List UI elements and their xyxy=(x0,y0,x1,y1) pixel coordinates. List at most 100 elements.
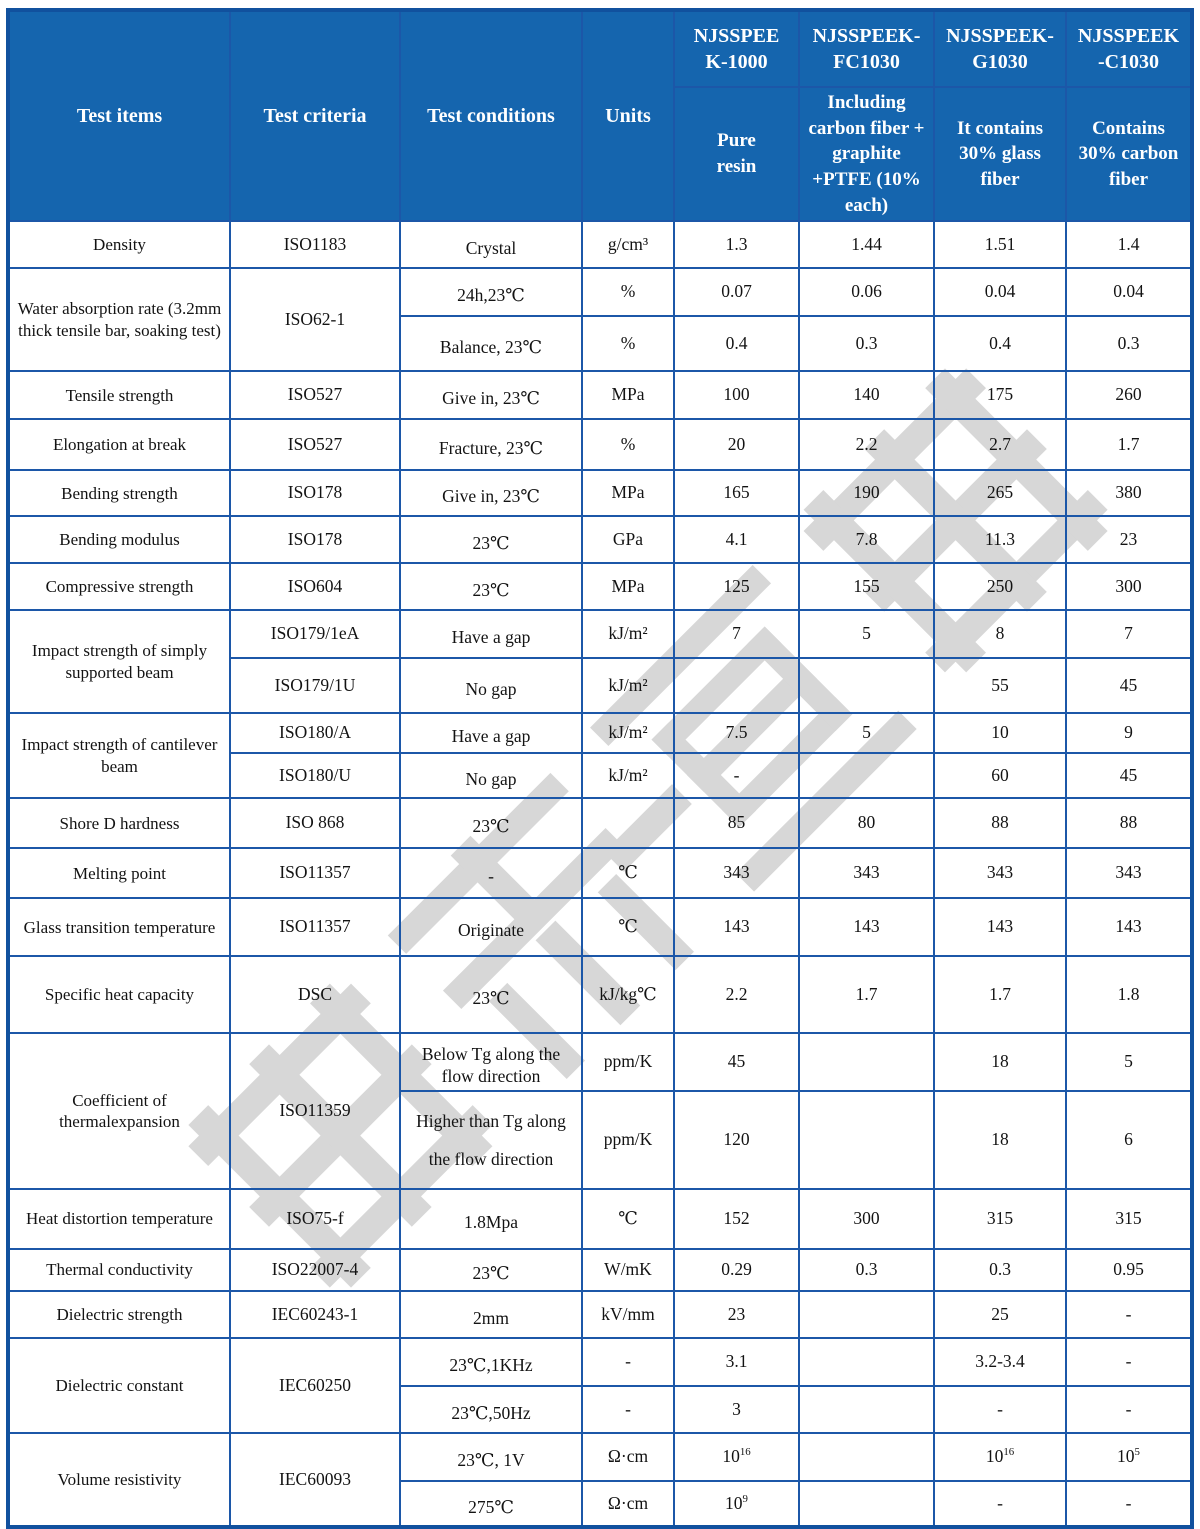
cell-fc1030: 0.3 xyxy=(798,1247,935,1292)
cell-g1030: - xyxy=(933,1384,1067,1434)
table-header: Test items Test criteria Test conditions… xyxy=(7,8,1193,223)
cell-condition: No gap xyxy=(399,657,583,715)
cell-fc1030 xyxy=(798,1336,935,1387)
table-row: Water absorption rate (3.2mm thick tensi… xyxy=(7,267,1193,373)
cell-c1030: - xyxy=(1065,1336,1193,1387)
cell-condition: 23℃ xyxy=(399,955,583,1035)
cell-fc1030: 143 xyxy=(798,897,935,958)
cell-criteria: ISO1183 xyxy=(229,220,401,270)
cell-criteria: ISO11359 xyxy=(229,1032,401,1190)
cell-test-item: Water absorption rate (3.2mm thick tensi… xyxy=(7,267,231,373)
cell-c1030: 300 xyxy=(1065,562,1193,612)
cell-test-item: Bending modulus xyxy=(7,515,231,565)
cell-test-item: Tensile strength xyxy=(7,370,231,421)
cell-g1030: 315 xyxy=(933,1187,1067,1250)
table-row: Specific heat capacity DSC 23℃ kJ/kg℃ 2.2 1.7… xyxy=(7,955,1193,1035)
cell-fc1030 xyxy=(798,1289,935,1339)
cell-g1030: 2.7 xyxy=(933,418,1067,472)
cell-condition: 275℃ xyxy=(399,1479,583,1528)
table-row: Impact strength of cantilever beam ISO180… xyxy=(7,712,1193,800)
cell-test-item: Coefficient of thermalexpansion xyxy=(7,1032,231,1190)
table-row: Shore D hardness ISO 868 23℃ 85 80 88 88 xyxy=(7,797,1193,850)
table-row: Higher than Tg along the flow direction p… xyxy=(8,1089,1193,1190)
header-test-conditions: Test conditions xyxy=(399,8,583,223)
cell-c1030: 343 xyxy=(1065,847,1193,900)
cell-condition: Balance, 23℃ xyxy=(399,315,583,373)
cell-unit: - xyxy=(581,1336,675,1387)
cell-test-item: Compressive strength xyxy=(7,562,231,612)
table-row: 23℃,50Hz -3- - xyxy=(8,1384,1193,1434)
cell-criteria: ISO22007-4 xyxy=(229,1247,401,1292)
cell-fc1030 xyxy=(798,1479,935,1528)
cell-k1000: 3.1 xyxy=(673,1336,800,1387)
cell-test-item: Thermal conductivity xyxy=(7,1247,231,1292)
cell-g1030: 1016 xyxy=(933,1431,1067,1482)
cell-c1030: 1.4 xyxy=(1065,220,1193,270)
cell-unit: % xyxy=(581,315,675,373)
cell-unit: % xyxy=(581,418,675,472)
cell-g1030: 250 xyxy=(933,562,1067,612)
header-desc-k1000: Pure resin xyxy=(673,85,800,223)
cell-unit: ℃ xyxy=(581,1187,675,1250)
cell-condition: Fracture, 23℃ xyxy=(399,418,583,472)
table-row: Heat distortion temperature ISO75-f 1.8Mpa… xyxy=(7,1187,1193,1250)
cell-criteria: ISO527 xyxy=(229,418,401,472)
cell-g1030: 1.7 xyxy=(933,955,1067,1035)
header-desc-g1030: It contains 30% glass fiber xyxy=(933,85,1067,223)
cell-criteria: ISO179/1eA xyxy=(229,609,401,660)
cell-test-item: Elongation at break xyxy=(7,418,231,472)
cell-condition: Have a gap xyxy=(399,609,583,660)
cell-k1000: 0.4 xyxy=(673,315,800,373)
cell-condition: 24h,23℃ xyxy=(399,267,583,318)
cell-condition: No gap xyxy=(399,752,583,800)
cell-criteria: ISO11357 xyxy=(229,897,401,958)
cell-condition: 23℃, 1V xyxy=(399,1431,583,1482)
cell-criteria: ISO178 xyxy=(229,515,401,565)
cell-criteria: ISO75-f xyxy=(229,1187,401,1250)
cell-g1030: 11.3 xyxy=(933,515,1067,565)
cell-g1030: - xyxy=(933,1479,1067,1528)
cell-condition: 23℃,50Hz xyxy=(399,1384,583,1434)
cell-k1000: 7.5 xyxy=(673,712,800,755)
cell-criteria: ISO180/U xyxy=(229,752,401,800)
cell-k1000: 120 xyxy=(673,1089,800,1190)
cell-condition: Give in, 23℃ xyxy=(399,370,583,421)
cell-fc1030 xyxy=(798,752,935,800)
header-test-items: Test items xyxy=(7,8,231,223)
cell-criteria: IEC60243-1 xyxy=(229,1289,401,1339)
cell-unit: MPa xyxy=(581,370,675,421)
cell-fc1030: 155 xyxy=(798,562,935,612)
cell-unit: Ω·cm xyxy=(581,1479,675,1528)
table-row: 275℃ Ω·cm 109 - - xyxy=(8,1479,1193,1528)
cell-c1030: 380 xyxy=(1065,469,1193,518)
cell-unit: g/cm³ xyxy=(581,220,675,270)
cell-fc1030: 140 xyxy=(798,370,935,421)
spec-table-container: Test items Test criteria Test conditions… xyxy=(6,8,1194,1529)
cell-c1030: - xyxy=(1065,1384,1193,1434)
cell-k1000: 20 xyxy=(673,418,800,472)
table-row: Balance, 23℃% 0.4 0.3 0.4 0.3 xyxy=(8,315,1193,373)
cell-unit: MPa xyxy=(581,562,675,612)
cell-criteria: IEC60250 xyxy=(229,1336,401,1434)
cell-condition: - xyxy=(399,847,583,900)
cell-unit: kJ/m² xyxy=(581,657,675,715)
cell-condition: 23℃ xyxy=(399,515,583,565)
cell-condition: Crystal xyxy=(399,220,583,270)
cell-condition: 23℃ xyxy=(399,1247,583,1292)
cell-fc1030: 5 xyxy=(798,609,935,660)
cell-condition: Originate xyxy=(399,897,583,958)
cell-k1000: 0.07 xyxy=(673,267,800,318)
cell-k1000: 3 xyxy=(673,1384,800,1434)
cell-c1030: - xyxy=(1065,1289,1193,1339)
cell-unit: ppm/K xyxy=(581,1032,675,1092)
table-row: ISO179/1U No gap kJ/m² 55 45 xyxy=(8,657,1193,715)
cell-k1000: - xyxy=(673,752,800,800)
header-desc-c1030: Contains 30% carbon fiber xyxy=(1065,85,1193,223)
cell-g1030: 0.4 xyxy=(933,315,1067,373)
cell-condition: Below Tg along the flow direction xyxy=(399,1032,583,1092)
cell-test-item: Specific heat capacity xyxy=(7,955,231,1035)
cell-c1030: 143 xyxy=(1065,897,1193,958)
cell-test-item: Heat distortion temperature xyxy=(7,1187,231,1250)
table-row: Density ISO1183 Crystal g/cm³ 1.3 1.44 1.51 1.4 xyxy=(7,220,1193,270)
cell-criteria: ISO178 xyxy=(229,469,401,518)
